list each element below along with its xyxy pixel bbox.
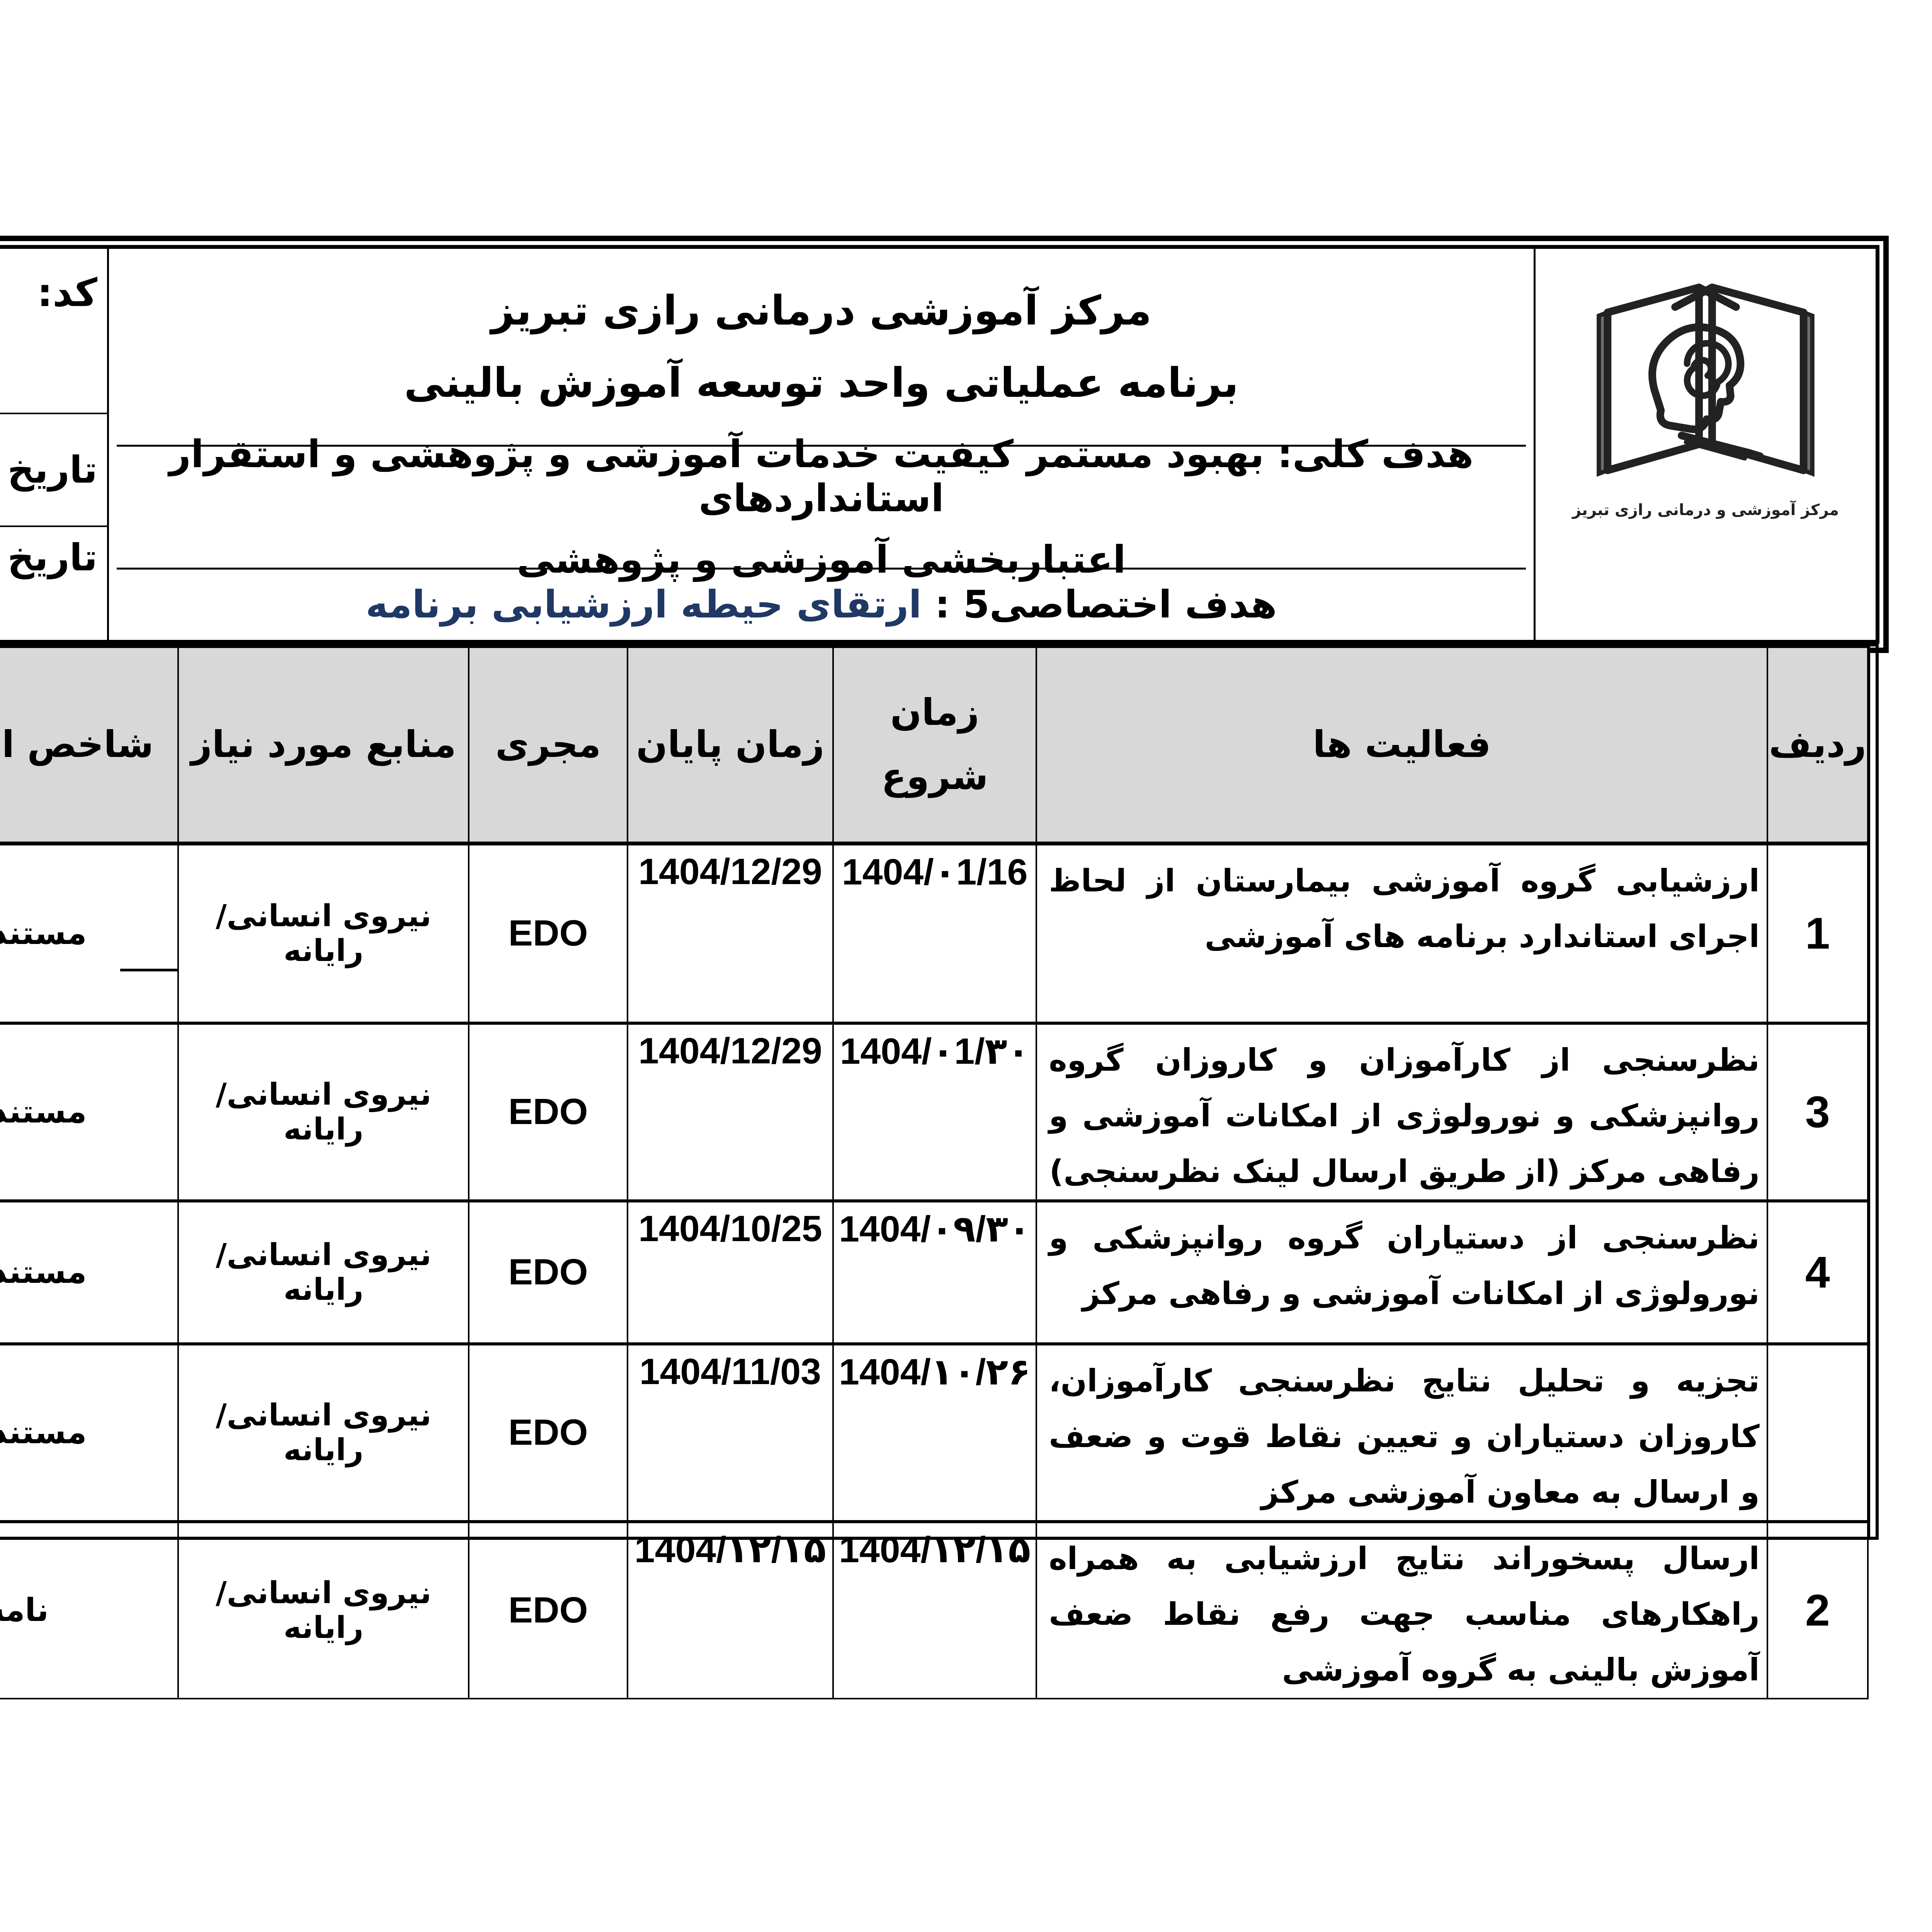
scan-dash-mark	[120, 968, 177, 971]
col-header-executor: مجری	[468, 646, 628, 845]
code-cell: کد:	[0, 249, 107, 414]
row-number: 1	[1766, 842, 1869, 1024]
table-row: 2 ارسال پسخوراند نتایج ارزشیابی به همراه…	[0, 1520, 1869, 1699]
end-date-cell: 1404/11/03	[626, 1342, 834, 1522]
date-compiled-cell: تاریخ تدوین: ١٤٠٤/٠١/01	[0, 414, 107, 527]
resources-cell: نیروی انسانی/رایانه	[177, 1520, 470, 1699]
end-date-cell: 1404/12/29	[626, 1021, 834, 1202]
executor-cell: EDO	[468, 1021, 628, 1202]
row-number	[1766, 1342, 1869, 1522]
table-row: 3 نظرسنجی از کارآموزان و کاروزان گروه رو…	[0, 1021, 1869, 1202]
logo-book-icon	[1597, 283, 1815, 477]
header-center: مرکز آموزشی درمانی رازی تبریز برنامه عمل…	[109, 249, 1534, 640]
col-header-indicator: شاخص ارزیابی	[0, 646, 179, 845]
date-revised-label: تاریخ بازنگری :	[0, 536, 97, 579]
indicator-cell: مستندات	[0, 842, 179, 1024]
col-header-activities: فعالیت ها	[1036, 646, 1768, 845]
start-date-cell: 1404/٠1/16	[832, 842, 1037, 1024]
activity-cell: ارزشیابی گروه آموزشی بیمارستان از لحاظ ا…	[1036, 842, 1768, 1024]
col-header-end: زمان پایان	[626, 646, 834, 845]
executor-cell: EDO	[468, 1342, 628, 1522]
specific-objective-value: ارتقای حیطه ارزشیابی برنامه	[366, 583, 922, 627]
end-date-cell: 1404/12/29	[626, 842, 834, 1024]
specific-objective: هدف اختصاصی5 : ارتقای حیطه ارزشیابی برنا…	[117, 570, 1526, 640]
row-number: 3	[1766, 1021, 1869, 1202]
col-header-row-no: ردیف	[1766, 646, 1869, 845]
start-date-cell: 1404/٠1/٣٠	[832, 1021, 1037, 1202]
doc-title: برنامه عملیاتی واحد توسعه آموزش بالینی	[404, 359, 1239, 406]
date-revised-cell: تاریخ بازنگری : ١٤٠٥/01/١٦	[0, 527, 107, 640]
resources-cell: نیروی انسانی/رایانه	[177, 1199, 470, 1345]
end-date-cell: 1404/10/25	[626, 1199, 834, 1345]
activity-cell: نظرسنجی از کارآموزان و کاروزان گروه روان…	[1036, 1021, 1768, 1202]
executor-cell: EDO	[468, 842, 628, 1024]
resources-cell: نیروی انسانی/رایانه	[177, 1342, 470, 1522]
table-row: 1 ارزشیابی گروه آموزشی بیمارستان از لحاظ…	[0, 842, 1869, 1024]
col-header-start: زمان شروع	[832, 646, 1037, 845]
table-row: 4 نظرسنجی از دستیاران گروه روانپزشکی و ن…	[0, 1199, 1869, 1345]
indicator-cell: مستندات	[0, 1199, 179, 1345]
executor-cell: EDO	[468, 1520, 628, 1699]
resources-cell: نیروی انسانی/رایانه	[177, 842, 470, 1024]
indicator-cell: مستندات	[0, 1021, 179, 1202]
start-date-cell: 1404/١٢/١۵	[832, 1520, 1037, 1699]
indicator-cell: مستندات	[0, 1342, 179, 1522]
row-number: 2	[1766, 1520, 1869, 1699]
row-number: 4	[1766, 1199, 1869, 1345]
logo-cell: مرکز آموزشی و درمانی رازی تبریز	[1534, 249, 1876, 640]
overall-goal: هدف کلی: بهبود مستمر کیفیت خدمات آموزشی …	[117, 432, 1526, 582]
header-box-inner: مرکز آموزشی و درمانی رازی تبریز مرکز آمو…	[0, 245, 1879, 644]
header-box: مرکز آموزشی و درمانی رازی تبریز مرکز آمو…	[0, 236, 1889, 653]
plan-table: ردیف فعالیت ها زمان شروع زمان پایان مجری…	[0, 646, 1869, 1699]
table-header-row: ردیف فعالیت ها زمان شروع زمان پایان مجری…	[0, 646, 1869, 845]
table-row: تجزیه و تحلیل نتایج نظرسنجی کارآموزان، ک…	[0, 1342, 1869, 1522]
date-revised-value: ١٤٠٥/01/١٦	[0, 588, 97, 631]
activity-cell: ارسال پسخوراند نتایج ارزشیابی به همراه ر…	[1036, 1520, 1768, 1699]
overall-goal-line1: هدف کلی: بهبود مستمر کیفیت خدمات آموزشی …	[169, 432, 1474, 520]
start-date-cell: 1404/٠٩/٣٠	[832, 1199, 1037, 1345]
logo-caption: مرکز آموزشی و درمانی رازی تبریز	[1572, 501, 1839, 519]
activity-cell: نظرسنجی از دستیاران گروه روانپزشکی و نور…	[1036, 1199, 1768, 1345]
header-titles: مرکز آموزشی درمانی رازی تبریز برنامه عمل…	[117, 249, 1526, 447]
org-title: مرکز آموزشی درمانی رازی تبریز	[491, 287, 1152, 334]
executor-cell: EDO	[468, 1199, 628, 1345]
col-header-resources: منابع مورد نیاز	[177, 646, 470, 845]
activity-cell: تجزیه و تحلیل نتایج نظرسنجی کارآموزان، ک…	[1036, 1342, 1768, 1522]
specific-objective-label: هدف اختصاصی5 :	[935, 583, 1277, 627]
end-date-cell: 1404/١٢/١۵	[626, 1520, 834, 1699]
indicator-cell: نامه	[0, 1520, 179, 1699]
plan-table-frame: ردیف فعالیت ها زمان شروع زمان پایان مجری…	[0, 643, 1879, 1699]
header-meta: کد: تاریخ تدوین: ١٤٠٤/٠١/01 تاریخ بازنگر…	[0, 249, 109, 640]
date-compiled: تاریخ تدوین: ١٤٠٤/٠١/01	[0, 448, 97, 492]
start-date-cell: 1404/١٠/٢۶	[832, 1342, 1037, 1522]
resources-cell: نیروی انسانی/رایانه	[177, 1021, 470, 1202]
overall-goal-line2: اعتباربخشی آموزشی و پژوهشی	[517, 538, 1126, 582]
